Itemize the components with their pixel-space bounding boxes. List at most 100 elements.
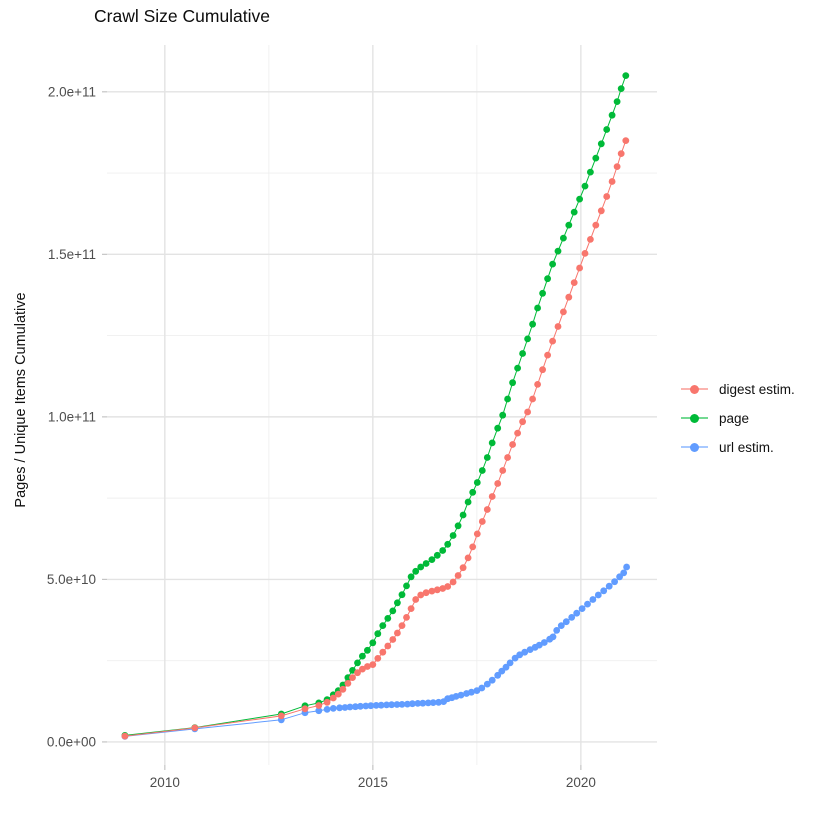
data-point xyxy=(398,701,406,708)
data-point xyxy=(554,323,562,330)
data-point xyxy=(374,630,382,638)
data-point xyxy=(506,659,514,667)
data-point xyxy=(364,646,371,654)
data-point xyxy=(277,712,285,720)
data-point xyxy=(454,572,462,579)
data-point xyxy=(459,511,467,519)
x-tick-label: 2010 xyxy=(150,775,180,790)
data-point xyxy=(473,479,481,486)
data-point xyxy=(412,596,420,603)
y-tick-label: 1.0e+11 xyxy=(48,410,96,425)
data-point xyxy=(535,641,543,649)
data-point xyxy=(488,676,496,684)
data-point xyxy=(412,567,420,575)
data-point xyxy=(315,702,323,709)
data-point xyxy=(504,395,511,403)
data-point xyxy=(623,563,630,571)
data-point xyxy=(478,684,486,692)
data-point xyxy=(428,587,436,595)
data-point xyxy=(557,622,565,629)
legend-label-page: page xyxy=(719,410,750,426)
data-point xyxy=(454,522,462,530)
data-point xyxy=(617,85,625,92)
data-point xyxy=(613,163,621,171)
data-point xyxy=(422,560,430,567)
data-point xyxy=(417,563,425,571)
data-point xyxy=(379,622,387,629)
data-point xyxy=(469,543,477,551)
data-point xyxy=(364,663,371,670)
data-point xyxy=(524,408,531,416)
data-point xyxy=(539,289,546,297)
data-point xyxy=(592,221,600,229)
legend-label-url: url estim. xyxy=(719,439,774,455)
data-point xyxy=(605,582,613,590)
data-point xyxy=(539,366,546,374)
data-point xyxy=(464,554,472,562)
series-digest-estim- xyxy=(121,137,630,740)
data-point xyxy=(341,704,349,711)
data-point xyxy=(394,599,401,607)
data-point xyxy=(565,293,573,301)
legend-key-page-icon xyxy=(681,410,708,426)
data-point xyxy=(301,705,309,713)
legend-item-page: page xyxy=(681,407,795,429)
data-point xyxy=(587,168,594,176)
data-point xyxy=(549,260,556,268)
data-point xyxy=(521,648,529,656)
data-point xyxy=(514,364,521,372)
data-point xyxy=(597,140,605,148)
data-point xyxy=(478,467,486,474)
data-point xyxy=(608,111,616,119)
data-point xyxy=(388,701,395,709)
data-point xyxy=(613,98,621,105)
data-point xyxy=(540,639,548,646)
data-point xyxy=(433,551,441,559)
data-point xyxy=(549,337,556,345)
data-point xyxy=(534,381,541,388)
data-point xyxy=(369,639,377,647)
data-point xyxy=(334,690,342,698)
data-point xyxy=(191,724,199,732)
data-point xyxy=(562,618,570,626)
data-point xyxy=(568,614,576,621)
legend-item-url: url estim. xyxy=(681,436,795,458)
data-point xyxy=(514,429,521,437)
data-point xyxy=(357,702,364,710)
data-point xyxy=(349,674,356,681)
data-point xyxy=(398,622,406,629)
data-point xyxy=(389,607,397,615)
data-point xyxy=(407,605,415,612)
gridlines xyxy=(107,45,657,765)
data-point xyxy=(499,411,507,419)
y-tick-label: 1.5e+11 xyxy=(48,247,96,262)
data-point xyxy=(449,578,457,586)
data-point xyxy=(414,700,422,707)
data-point xyxy=(576,264,583,272)
data-point xyxy=(389,636,397,643)
axis-ticks: 0.0e+00 5.0e+10 1.0e+11 1.5e+11 2.0e+11 2010 2… xyxy=(47,85,596,790)
data-point xyxy=(404,700,411,708)
data-point xyxy=(323,706,331,713)
data-point xyxy=(359,665,366,673)
data-point xyxy=(464,498,472,506)
data-point xyxy=(417,591,425,599)
data-point xyxy=(354,659,361,667)
data-point xyxy=(570,279,578,286)
y-tick-label: 2.0e+11 xyxy=(48,85,96,100)
data-point xyxy=(494,480,502,487)
data-point xyxy=(509,441,516,448)
data-point xyxy=(554,247,562,255)
data-point xyxy=(444,540,452,548)
legend-item-digest: digest estim. xyxy=(681,378,795,400)
data-point xyxy=(529,395,536,403)
data-point xyxy=(581,250,589,257)
data-point xyxy=(570,208,578,216)
data-point xyxy=(407,573,415,581)
data-point xyxy=(346,703,354,711)
data-point xyxy=(367,702,375,710)
data-point xyxy=(433,586,441,594)
data-point xyxy=(516,651,524,659)
data-point xyxy=(374,655,382,662)
series-url-estim- xyxy=(121,563,630,740)
